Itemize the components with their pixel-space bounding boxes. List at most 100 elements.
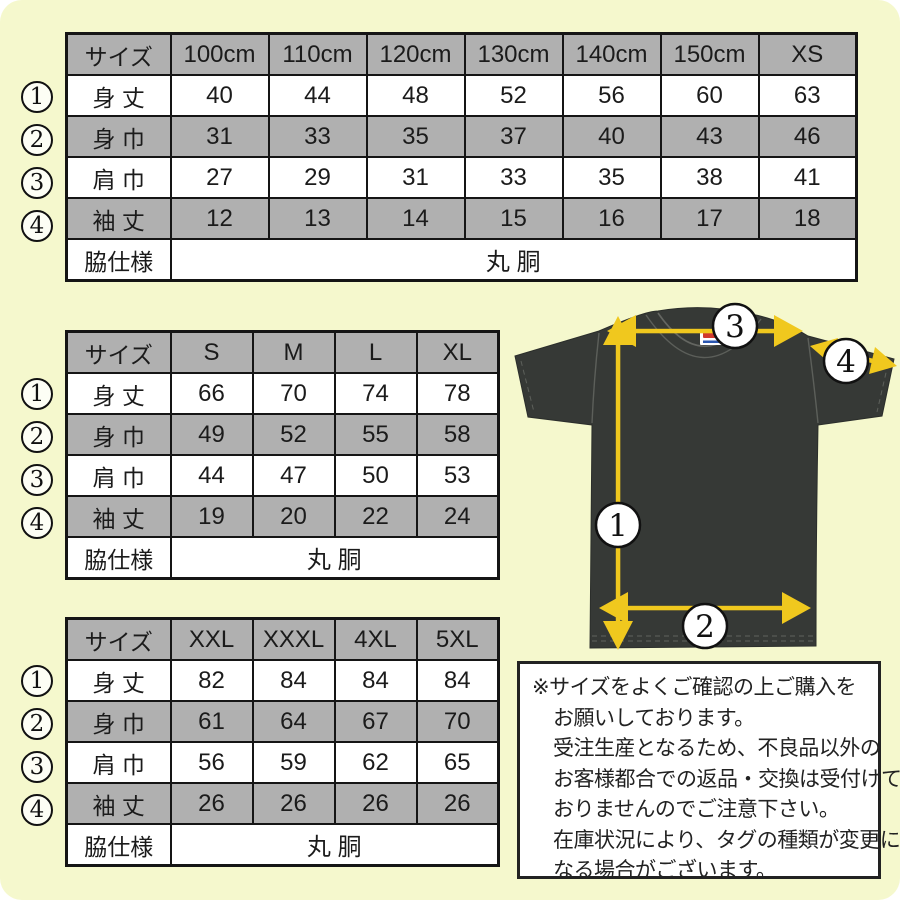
value-cell: 58 (415, 413, 500, 456)
note-line: お客様都合での返品・交換は受付けて (553, 767, 900, 791)
value-cell: 37 (463, 115, 564, 158)
header-cell: 130cm (463, 32, 564, 76)
value-cell: 35 (561, 156, 662, 199)
sleeve-seam-right (807, 337, 819, 424)
value-cell: 22 (333, 495, 418, 538)
value-cell: 41 (757, 156, 858, 199)
value-cell: 63 (757, 74, 858, 117)
tshirt-measurement-diagram: 3 4 1 2 (495, 298, 900, 662)
value-cell: 70 (251, 372, 336, 415)
circled-number-3: 3 (21, 751, 53, 783)
table-row: 肩 巾 44 47 50 53 (65, 454, 500, 497)
value-cell: 31 (365, 156, 466, 199)
table-row: 身 巾 49 52 55 58 (65, 413, 500, 456)
footer-label: 脇仕様 (65, 536, 172, 580)
value-cell: 52 (251, 413, 336, 456)
callout-circle-4 (822, 337, 870, 385)
footer-value: 丸 胴 (169, 238, 858, 282)
value-cell: 43 (659, 115, 760, 158)
value-cell: 14 (365, 197, 466, 240)
value-cell: 52 (463, 74, 564, 117)
header-cell: S (169, 330, 254, 374)
value-cell: 31 (169, 115, 270, 158)
note-line: 受注生産となるため、不良品以外の (553, 737, 881, 760)
value-cell: 53 (415, 454, 500, 497)
value-cell: 20 (251, 495, 336, 538)
value-cell: 65 (415, 741, 500, 784)
footer-value: 丸 胴 (169, 823, 500, 867)
circled-number-4: 4 (21, 210, 53, 242)
value-cell: 26 (251, 782, 336, 825)
value-cell: 46 (757, 115, 858, 158)
header-cell: M (251, 330, 336, 374)
value-cell: 62 (333, 741, 418, 784)
value-cell: 33 (463, 156, 564, 199)
callout-number-1: 1 (608, 508, 628, 544)
header-cell: 150cm (659, 32, 760, 76)
row-label: 身 巾 (65, 413, 172, 456)
table-header-row: サイズ S M L XL (65, 330, 500, 374)
value-cell: 82 (169, 659, 254, 702)
header-cell: XXL (169, 617, 254, 661)
tshirt-silhouette (514, 307, 895, 649)
size-table-kids: サイズ 100cm 110cm 120cm 130cm 140cm 150cm … (65, 32, 858, 282)
arrow-body-length (603, 316, 633, 650)
value-cell: 47 (251, 454, 336, 497)
footer-label: 脇仕様 (65, 823, 172, 867)
value-cell: 38 (659, 156, 760, 199)
circled-number-2: 2 (21, 421, 53, 453)
note-line: おりませんのでご注意下さい。 (553, 798, 840, 821)
value-cell: 44 (169, 454, 254, 497)
row-label: 袖 丈 (65, 782, 172, 825)
header-cell: 140cm (561, 32, 662, 76)
value-cell: 49 (169, 413, 254, 456)
value-cell: 29 (267, 156, 368, 199)
header-cell: XS (757, 32, 858, 76)
footer-value: 丸 胴 (169, 536, 500, 580)
table-footer-row: 脇仕様 丸 胴 (65, 238, 858, 282)
table-row: 袖 丈 12 13 14 15 16 17 18 (65, 197, 858, 240)
value-cell: 84 (415, 659, 500, 702)
table-row: 袖 丈 26 26 26 26 (65, 782, 500, 825)
row-label: 身 丈 (65, 659, 172, 702)
value-cell: 17 (659, 197, 760, 240)
header-cell: 120cm (365, 32, 466, 76)
row-label: 身 丈 (65, 372, 172, 415)
row-label: 肩 巾 (65, 454, 172, 497)
callout-number-4: 4 (836, 344, 856, 380)
value-cell: 74 (333, 372, 418, 415)
table-row: 肩 巾 27 29 31 33 35 38 41 (65, 156, 858, 199)
table-row: 身 丈 40 44 48 52 56 60 63 (65, 74, 858, 117)
value-cell: 12 (169, 197, 270, 240)
value-cell: 26 (333, 782, 418, 825)
table-row: 身 巾 31 33 35 37 40 43 46 (65, 115, 858, 158)
circled-number-4: 4 (21, 794, 53, 826)
value-cell: 67 (333, 700, 418, 743)
value-cell: 26 (415, 782, 500, 825)
circled-number-4: 4 (21, 507, 53, 539)
row-label: 身 丈 (65, 74, 172, 117)
callout-number-3: 3 (725, 309, 745, 345)
table-header-row: サイズ XXL XXXL 4XL 5XL (65, 617, 500, 661)
value-cell: 56 (561, 74, 662, 117)
note-line: 在庫状況により、タグの種類が変更に (553, 828, 900, 852)
row-label: 身 巾 (65, 115, 172, 158)
header-cell: 5XL (415, 617, 500, 661)
header-cell: サイズ (65, 32, 172, 76)
table-row: 身 丈 66 70 74 78 (65, 372, 500, 415)
circled-number-1: 1 (21, 378, 53, 410)
value-cell: 56 (169, 741, 254, 784)
value-cell: 84 (251, 659, 336, 702)
value-cell: 78 (415, 372, 500, 415)
value-cell: 24 (415, 495, 500, 538)
size-table-big: サイズ XXL XXXL 4XL 5XL 身 丈 82 84 84 84 身 巾… (65, 617, 500, 867)
value-cell: 33 (267, 115, 368, 158)
value-cell: 64 (251, 700, 336, 743)
value-cell: 70 (415, 700, 500, 743)
value-cell: 18 (757, 197, 858, 240)
footer-label: 脇仕様 (65, 238, 172, 282)
circled-number-2: 2 (21, 124, 53, 156)
header-cell: 100cm (169, 32, 270, 76)
header-cell: XXXL (251, 617, 336, 661)
value-cell: 26 (169, 782, 254, 825)
